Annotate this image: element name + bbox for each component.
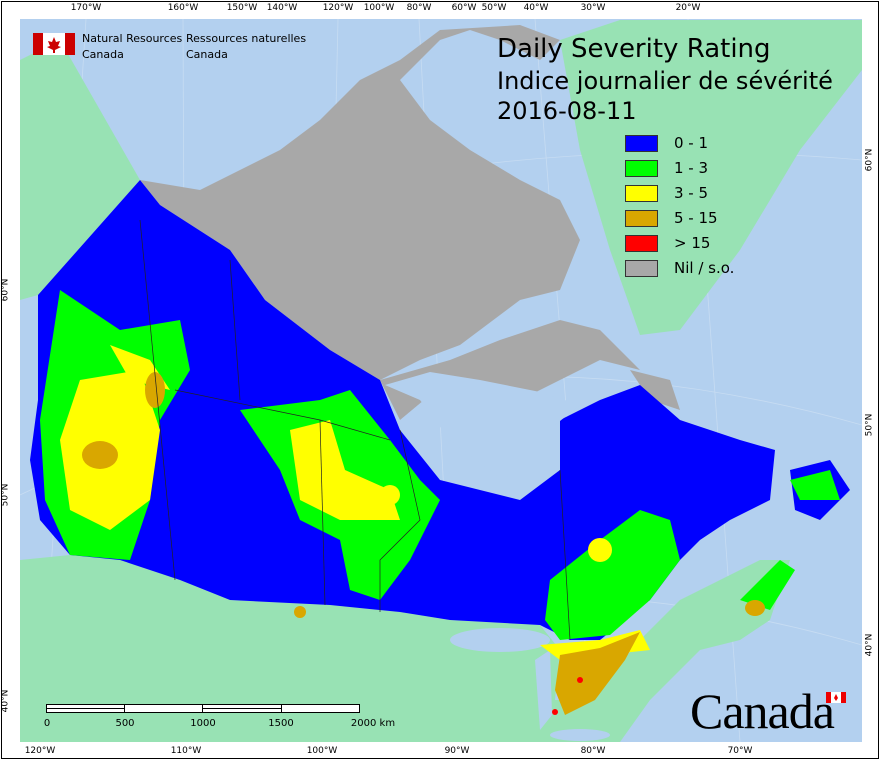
title-en: Daily Severity Rating [497,34,771,64]
canada-mainland [30,180,775,640]
legend-label: 3 - 5 [674,184,709,202]
legend-item: 0 - 1 [625,134,708,152]
tick-label: 40°N [864,633,875,657]
legend-label: Nil / s.o. [674,259,735,277]
tick-label: 120°W [24,746,56,756]
tick-label: 40°N [0,689,11,713]
agency-en-country: Canada [82,48,124,61]
tick-label: 100°W [306,746,338,756]
legend-item: > 15 [625,234,710,252]
tick-label: 60°W [451,3,477,13]
legend-swatch [625,209,658,227]
tick-label: 120°W [322,3,354,13]
legend-swatch [625,234,658,252]
severity-patches [40,290,840,715]
legend-swatch [625,159,658,177]
legend-item: 1 - 3 [625,159,708,177]
legend-label: 0 - 1 [674,134,709,152]
arctic-nil-area [140,25,680,420]
legend-item: 3 - 5 [625,184,708,202]
tick-label: 70°W [727,746,753,756]
map-canvas[interactable] [20,19,862,742]
tick-label: 50°W [481,3,507,13]
scale-label: 0 [43,718,51,729]
map-date: 2016-08-11 [497,97,637,125]
canada-flag-icon [33,33,75,55]
tick-label: 30°W [580,3,606,13]
agency-fr-country: Canada [186,48,228,61]
tick-label: 150°W [226,3,258,13]
tick-label: 40°W [523,3,549,13]
tick-label: 140°W [266,3,298,13]
legend-label: 5 - 15 [674,209,718,227]
scale-label: 1500 [268,718,294,729]
legend-label: > 15 [674,234,711,252]
tick-label: 90°W [444,746,470,756]
tick-label: 20°W [675,3,701,13]
tick-label: 50°N [864,413,875,437]
greenland [560,20,862,335]
tick-label: 110°W [170,746,202,756]
legend-item: 5 - 15 [625,209,718,227]
tick-label: 100°W [363,3,395,13]
map-svg [20,19,862,742]
legend-swatch [625,134,658,152]
wordmark-flag-icon [826,692,846,703]
tick-label: 80°W [580,746,606,756]
legend-swatch [625,184,658,202]
agency-fr: Ressources naturelles [186,32,307,45]
great-lakes [450,628,610,741]
alaska [20,40,140,300]
province-borders [139,219,571,641]
scale-bar-graphic [46,704,360,713]
agency-en: Natural Resources [82,32,183,45]
legend-label: 1 - 3 [674,159,709,177]
tick-label: 170°W [70,3,102,13]
wordmark-text: Canada [690,683,835,739]
tick-label: 50°N [0,483,11,507]
scale-label: 1000 [190,718,216,729]
scale-label: 2000 km [350,718,396,729]
tick-label: 60°N [0,278,11,302]
title-fr: Indice journalier de sévérité [497,67,833,95]
scale-label: 500 [115,718,135,729]
legend-item: Nil / s.o. [625,259,734,277]
tick-label: 60°N [864,148,875,172]
tick-label: 80°W [406,3,432,13]
legend-swatch [625,259,658,277]
tick-label: 160°W [167,3,199,13]
hudson-bay [385,372,580,478]
